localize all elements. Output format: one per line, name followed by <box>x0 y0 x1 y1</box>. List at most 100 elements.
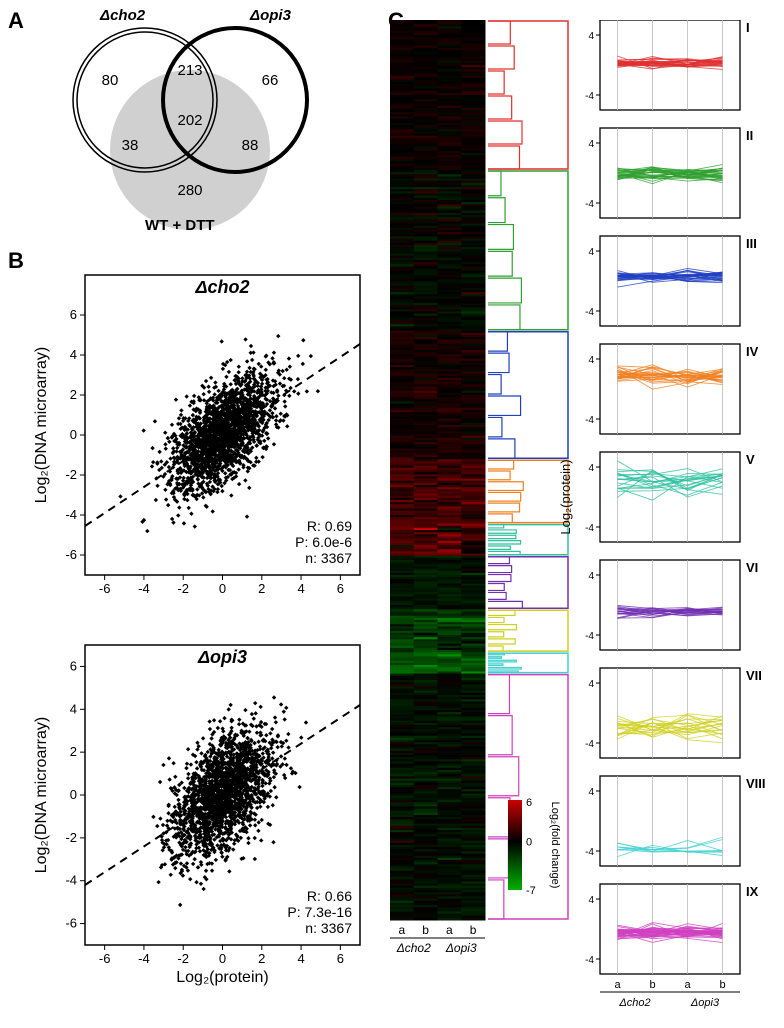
svg-text:-4: -4 <box>585 91 594 102</box>
svg-text:III: III <box>746 236 757 251</box>
svg-text:-4: -4 <box>138 581 150 596</box>
scatter-opi3: -6 -4 -2 0 2 4 6 -6 -4 -2 0 2 4 6 Δopi3 R: 0.66P: 7.3e-… <box>30 620 370 990</box>
svg-text:Log₂(DNA microarray): Log₂(DNA microarray) <box>33 347 50 503</box>
svg-text:Log₂(protein): Log₂(protein) <box>176 969 268 986</box>
svg-text:4: 4 <box>70 347 77 362</box>
svg-text:0: 0 <box>70 787 77 802</box>
svg-text:VIII: VIII <box>746 776 766 791</box>
svg-text:Log₂(fold change): Log₂(fold change) <box>549 802 561 889</box>
svg-text:4: 4 <box>297 581 304 596</box>
svg-text:b: b <box>422 923 429 937</box>
scatter-cho2: -6 -4 -2 0 2 4 6 -6 -4 -2 0 2 4 6 Δcho2 R: 0.69P: 6.0e-… <box>30 250 370 620</box>
svg-text:-4: -4 <box>138 951 150 966</box>
svg-text:213: 213 <box>177 62 202 79</box>
svg-text:n: 3367: n: 3367 <box>305 920 352 936</box>
svg-text:-4: -4 <box>585 631 594 642</box>
svg-text:P: 6.0e-6: P: 6.0e-6 <box>295 534 352 550</box>
svg-text:80: 80 <box>102 72 119 89</box>
svg-text:Δopi3: Δopi3 <box>197 647 247 667</box>
svg-text:0: 0 <box>219 581 226 596</box>
svg-text:4: 4 <box>588 787 594 798</box>
svg-text:-2: -2 <box>177 581 189 596</box>
svg-text:4: 4 <box>588 571 594 582</box>
svg-text:Δcho2: Δcho2 <box>99 7 146 24</box>
svg-text:4: 4 <box>588 895 594 906</box>
svg-text:88: 88 <box>242 137 259 154</box>
svg-text:Δcho2: Δcho2 <box>618 997 650 1009</box>
panel-b-scatters: -6 -4 -2 0 2 4 6 -6 -4 -2 0 2 4 6 Δcho2 R: 0.69P: 6.0e-… <box>30 250 370 1010</box>
svg-text:4: 4 <box>70 701 77 716</box>
svg-text:280: 280 <box>177 182 202 199</box>
svg-text:P: 7.3e-16: P: 7.3e-16 <box>287 904 352 920</box>
svg-text:b: b <box>649 979 655 991</box>
svg-text:Log₂(protein): Log₂(protein) <box>558 459 573 534</box>
svg-text:-4: -4 <box>585 847 594 858</box>
svg-text:0: 0 <box>526 836 532 848</box>
svg-text:4: 4 <box>588 31 594 42</box>
panel-b-label: B <box>8 248 24 274</box>
svg-text:Δopi3: Δopi3 <box>249 7 292 24</box>
svg-text:Δopi3: Δopi3 <box>690 997 720 1009</box>
svg-text:-4: -4 <box>65 507 77 522</box>
svg-text:-4: -4 <box>585 415 594 426</box>
svg-text:-6: -6 <box>65 916 77 931</box>
svg-text:4: 4 <box>588 463 594 474</box>
svg-text:4: 4 <box>588 139 594 150</box>
svg-text:-2: -2 <box>177 951 189 966</box>
svg-text:R: 0.66: R: 0.66 <box>307 888 352 904</box>
svg-text:2: 2 <box>70 744 77 759</box>
svg-text:-4: -4 <box>585 307 594 318</box>
svg-text:6: 6 <box>70 658 77 673</box>
svg-text:-4: -4 <box>585 523 594 534</box>
svg-text:a: a <box>684 979 691 991</box>
svg-text:6: 6 <box>70 307 77 322</box>
svg-text:R: 0.69: R: 0.69 <box>307 518 352 534</box>
panel-a-label: A <box>8 8 24 34</box>
svg-text:4: 4 <box>588 679 594 690</box>
svg-text:6: 6 <box>526 797 532 809</box>
svg-text:2: 2 <box>70 387 77 402</box>
svg-text:Δcho2: Δcho2 <box>396 941 431 955</box>
panel-a-venn: Δcho2Δopi3WT + DTT80213663820288280 <box>30 20 370 230</box>
svg-text:-7: -7 <box>526 885 536 897</box>
svg-text:4: 4 <box>297 951 304 966</box>
svg-text:b: b <box>470 923 477 937</box>
svg-text:-4: -4 <box>585 199 594 210</box>
svg-text:-4: -4 <box>585 955 594 966</box>
svg-text:66: 66 <box>262 72 279 89</box>
svg-text:0: 0 <box>70 427 77 442</box>
svg-text:-2: -2 <box>65 467 77 482</box>
svg-text:V: V <box>746 452 755 467</box>
svg-text:I: I <box>746 20 750 35</box>
svg-text:IX: IX <box>746 884 759 899</box>
svg-text:2: 2 <box>258 951 265 966</box>
svg-text:a: a <box>614 979 621 991</box>
svg-text:-6: -6 <box>99 581 111 596</box>
svg-text:6: 6 <box>337 581 344 596</box>
panel-c-heatmap-clusters: a b a b Δcho2 Δopi3 6 0 -7 Log₂(fold change) -4 4 I -… <box>390 20 770 1010</box>
svg-text:Δopi3: Δopi3 <box>445 941 477 955</box>
svg-text:2: 2 <box>258 581 265 596</box>
svg-text:202: 202 <box>177 112 202 129</box>
svg-text:IV: IV <box>746 344 759 359</box>
svg-text:6: 6 <box>337 951 344 966</box>
svg-text:-2: -2 <box>65 830 77 845</box>
svg-text:-6: -6 <box>99 951 111 966</box>
svg-text:VII: VII <box>746 668 762 683</box>
svg-text:-6: -6 <box>65 547 77 562</box>
svg-text:4: 4 <box>588 247 594 258</box>
svg-text:WT + DTT: WT + DTT <box>145 217 215 234</box>
svg-text:b: b <box>719 979 725 991</box>
svg-text:a: a <box>446 923 453 937</box>
svg-text:-4: -4 <box>65 873 77 888</box>
svg-text:-4: -4 <box>585 739 594 750</box>
svg-text:Log₂(DNA microarray): Log₂(DNA microarray) <box>33 717 50 873</box>
svg-text:4: 4 <box>588 355 594 366</box>
svg-text:a: a <box>399 923 406 937</box>
svg-text:0: 0 <box>219 951 226 966</box>
svg-text:n: 3367: n: 3367 <box>305 550 352 566</box>
svg-text:II: II <box>746 128 753 143</box>
svg-text:38: 38 <box>122 137 139 154</box>
svg-text:VI: VI <box>746 560 758 575</box>
svg-text:Δcho2: Δcho2 <box>194 277 249 297</box>
